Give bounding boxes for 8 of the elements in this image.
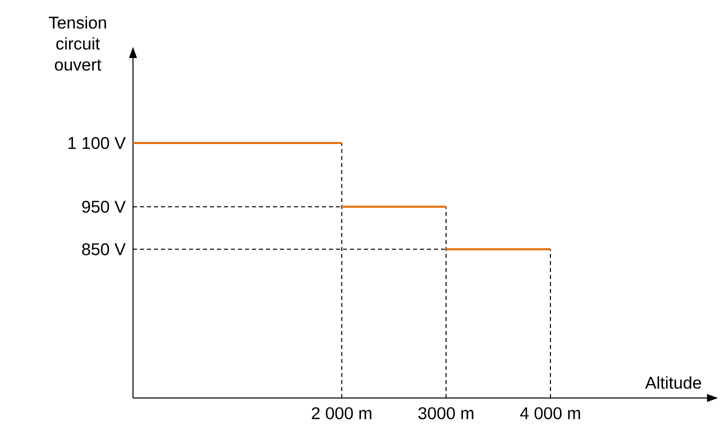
y-tick-label: 850 V — [82, 243, 126, 256]
x-tick-label: 2 000 m — [312, 407, 372, 420]
x-tick-label: 3000 m — [418, 407, 474, 420]
y-axis-title: Tension circuit ouvert — [48, 16, 106, 71]
y-tick-label: 1 100 V — [68, 136, 126, 150]
x-tick-label: 4 000 m — [520, 407, 580, 420]
y-tick-label: 950 V — [82, 200, 126, 213]
x-axis-title: Altitude — [645, 376, 702, 389]
